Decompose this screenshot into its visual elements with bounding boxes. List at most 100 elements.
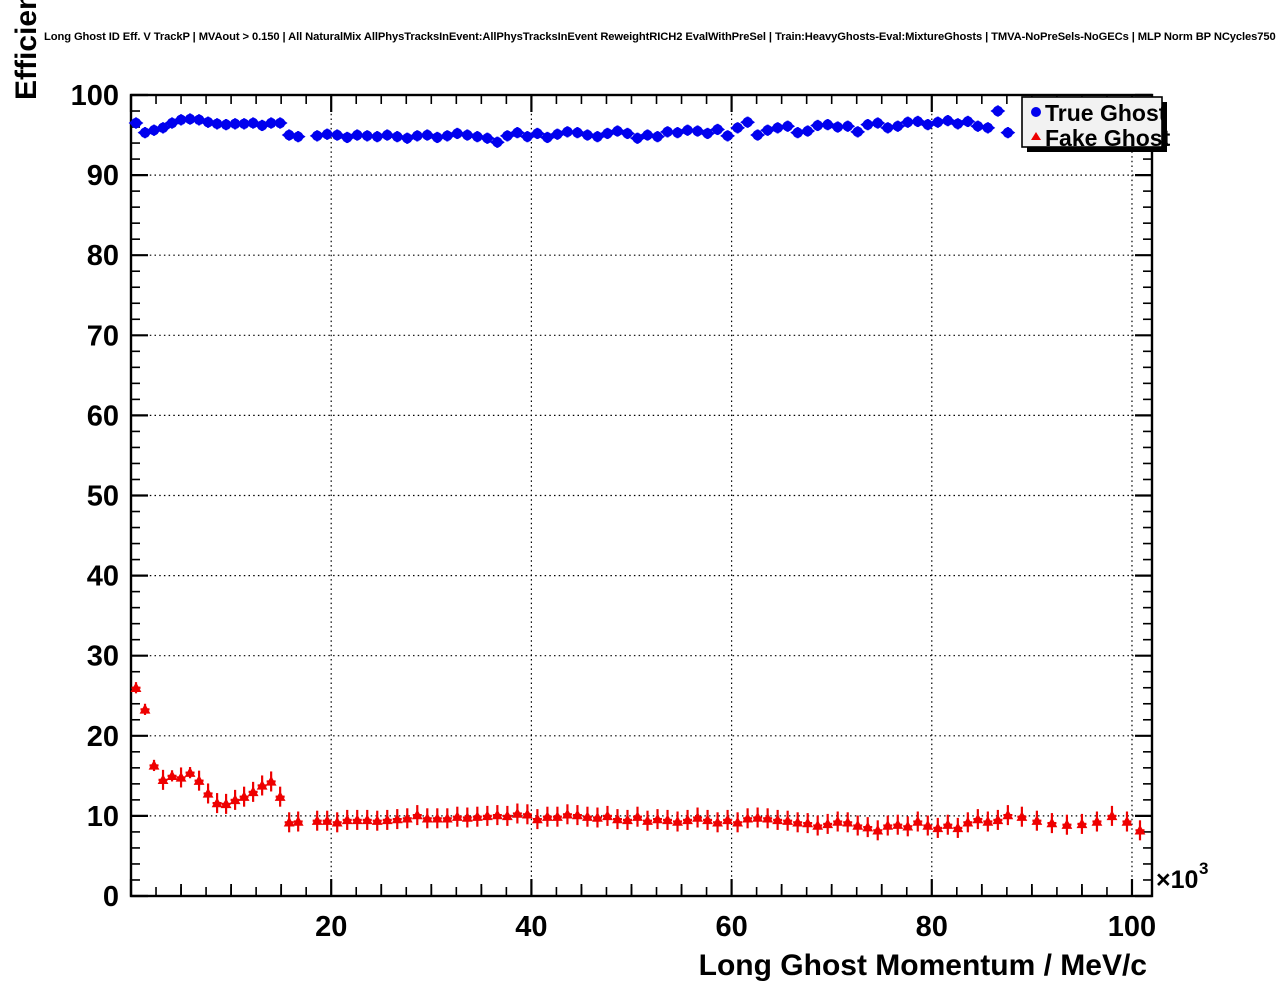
- data-point: [702, 814, 713, 825]
- data-point: [531, 813, 543, 824]
- legend-label: Fake Ghost: [1045, 125, 1171, 151]
- x-tick-label: 20: [315, 911, 347, 943]
- data-point: [238, 791, 250, 801]
- data-point: [642, 815, 653, 825]
- data-point: [1061, 819, 1073, 829]
- data-point: [682, 814, 693, 825]
- data-series-layer: [128, 105, 1146, 841]
- data-point: [772, 814, 784, 825]
- data-point: [157, 774, 169, 785]
- data-point: [942, 819, 954, 829]
- data-point: [862, 821, 874, 832]
- y-tick-label: 50: [87, 481, 119, 513]
- data-point: [311, 815, 323, 825]
- data-point: [451, 811, 463, 821]
- data-point: [1076, 818, 1088, 829]
- y-axis-title: Efficiency / %: [10, 0, 43, 100]
- data-point: [139, 703, 151, 714]
- data-point: [166, 770, 178, 781]
- data-point: [1046, 817, 1058, 828]
- data-point: [982, 815, 994, 826]
- data-point: [922, 819, 934, 830]
- data-point: [256, 779, 268, 790]
- y-tick-label: 20: [87, 721, 119, 753]
- legend-circle-marker-icon: [1031, 107, 1041, 117]
- plot-frame: [129, 93, 1154, 898]
- legend-entry-true-ghost[interactable]: True Ghost: [1031, 100, 1167, 126]
- y-tick-label: 30: [87, 641, 119, 673]
- data-point: [341, 814, 353, 825]
- data-point: [351, 814, 363, 825]
- data-point: [391, 813, 403, 824]
- axis-ticks: [129, 93, 1152, 898]
- axis-titles: Long Ghost Momentum / MeV/c Efficiency / …: [10, 0, 1147, 982]
- data-point: [274, 791, 286, 801]
- data-point: [612, 813, 623, 824]
- data-point: [842, 816, 854, 827]
- data-point: [1121, 815, 1133, 826]
- data-point: [632, 811, 643, 821]
- data-point: [622, 814, 633, 825]
- data-point: [552, 811, 563, 821]
- data-point: [461, 811, 473, 822]
- data-point: [692, 811, 703, 822]
- data-point: [1016, 811, 1028, 821]
- data-point: [481, 810, 493, 821]
- y-tick-label: 100: [71, 80, 119, 112]
- series-fake-ghost: [130, 682, 1146, 841]
- data-point: [321, 815, 333, 825]
- data-point: [247, 786, 259, 797]
- data-point: [491, 809, 503, 820]
- data-point: [802, 817, 814, 828]
- data-point: [812, 819, 824, 830]
- data-point: [292, 815, 304, 826]
- y-tick-label: 70: [87, 320, 119, 352]
- data-point: [193, 775, 205, 785]
- x-axis-multiplier-exponent: 3: [1199, 859, 1208, 878]
- data-point: [892, 819, 904, 829]
- series-true-ghost: [128, 105, 1016, 148]
- data-point: [1106, 810, 1118, 821]
- gridlines: [131, 95, 1152, 896]
- x-tick-label: 60: [715, 911, 747, 943]
- y-tick-label: 90: [87, 160, 119, 192]
- data-point: [1002, 809, 1014, 820]
- y-tick-label: 80: [87, 240, 119, 272]
- data-point: [602, 810, 613, 821]
- plot-title: Long Ghost ID Eff. V TrackP | MVAout > 0…: [44, 31, 1276, 43]
- data-point: [952, 822, 964, 833]
- x-tick-label: 40: [515, 911, 547, 943]
- data-point: [582, 811, 593, 821]
- data-point: [471, 811, 483, 821]
- legend-entry-fake-ghost[interactable]: Fake Ghost: [1031, 125, 1171, 151]
- data-point: [712, 816, 723, 827]
- x-tick-label: 100: [1108, 911, 1156, 943]
- data-point: [852, 819, 864, 830]
- data-point: [381, 814, 393, 825]
- data-point: [1031, 815, 1043, 825]
- data-point: [782, 815, 794, 825]
- data-point: [521, 808, 533, 819]
- data-point: [220, 798, 232, 809]
- data-point: [265, 775, 277, 786]
- x-axis-title: Long Ghost Momentum / MeV/c: [699, 949, 1147, 982]
- data-point: [872, 824, 884, 835]
- data-point: [742, 812, 754, 823]
- data-point: [421, 812, 433, 823]
- y-tick-label: 0: [103, 881, 119, 913]
- legend-box[interactable]: [1021, 96, 1163, 148]
- data-point: [441, 812, 453, 823]
- data-point: [762, 812, 774, 823]
- data-point: [331, 816, 343, 827]
- y-tick-label: 40: [87, 561, 119, 593]
- data-point: [511, 807, 523, 818]
- legend-label: True Ghost: [1045, 100, 1167, 126]
- data-point: [902, 820, 914, 831]
- x-axis-multiplier: ×10: [1156, 866, 1198, 894]
- data-point: [431, 812, 443, 823]
